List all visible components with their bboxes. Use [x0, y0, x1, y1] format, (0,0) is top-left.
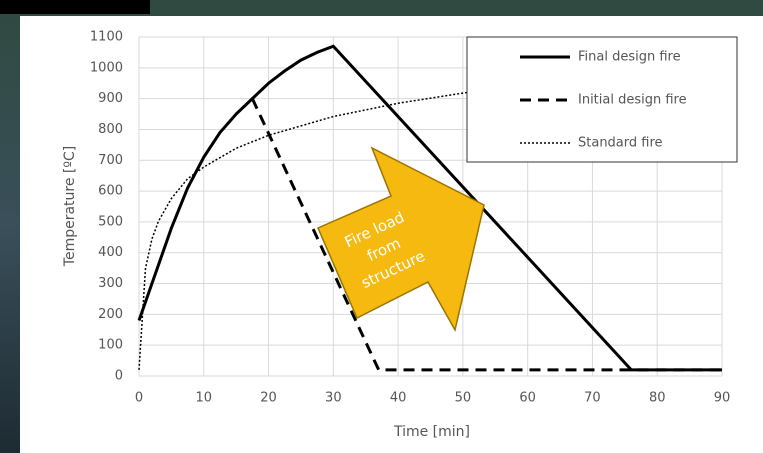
x-tick-label: 40 — [390, 391, 407, 406]
y-axis-label: Temperature [ºC] — [62, 146, 78, 267]
y-tick-label: 500 — [98, 214, 123, 229]
x-tick-label: 70 — [584, 391, 601, 406]
y-tick-label: 700 — [98, 153, 123, 168]
legend-label: Standard fire — [578, 136, 663, 151]
legend-label: Initial design fire — [578, 93, 687, 108]
x-tick-label: 80 — [649, 391, 666, 406]
x-tick-label: 30 — [325, 391, 342, 406]
legend-label: Final design fire — [578, 50, 681, 65]
x-tick-label: 0 — [135, 391, 143, 406]
y-tick-label: 900 — [98, 91, 123, 106]
legend: Final design fire Initial design fire Stan… — [467, 37, 737, 162]
x-tick-label: 90 — [714, 391, 731, 406]
x-tick-label: 20 — [260, 391, 277, 406]
screenshot: 0 100 200 300 400 500 600 700 800 900 1000 1100 0 10 2… — [0, 0, 763, 453]
y-tick-label: 1000 — [90, 60, 123, 75]
y-tick-label: 0 — [115, 369, 123, 384]
x-axis-label: Time [min] — [393, 424, 470, 440]
y-tick-label: 200 — [98, 307, 123, 322]
y-tick-label: 1100 — [90, 30, 123, 45]
y-tick-label: 300 — [98, 276, 123, 291]
y-tick-label: 100 — [98, 338, 123, 353]
top-bar — [0, 0, 150, 14]
y-tick-label: 800 — [98, 122, 123, 137]
x-tick-label: 50 — [455, 391, 472, 406]
x-tick-label: 60 — [519, 391, 536, 406]
y-tick-label: 600 — [98, 184, 123, 199]
x-tick-label: 10 — [196, 391, 213, 406]
y-tick-label: 400 — [98, 245, 123, 260]
